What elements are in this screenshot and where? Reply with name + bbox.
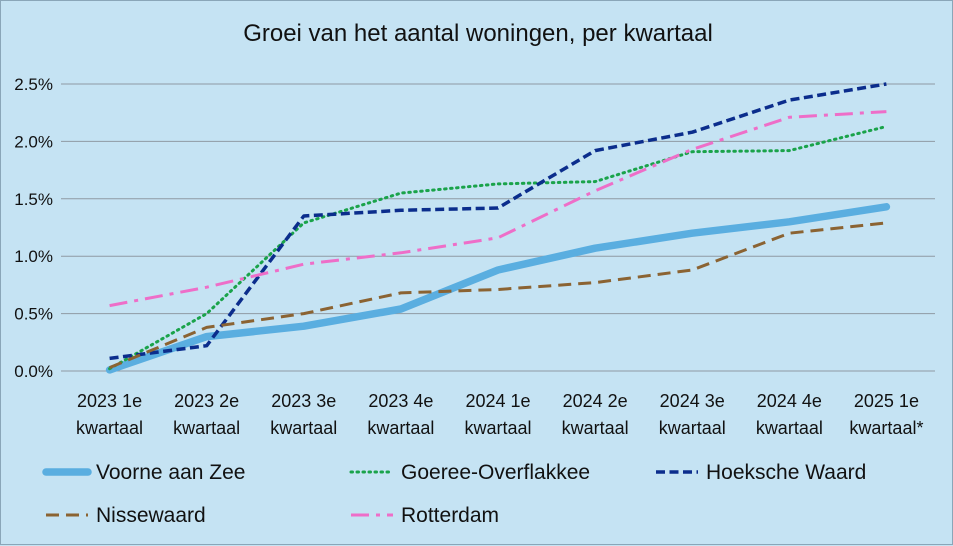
x-tick-label-line2: kwartaal*	[849, 418, 923, 438]
x-tick-label-line2: kwartaal	[464, 418, 531, 438]
series-line-0	[105, 203, 891, 374]
x-tick-label: 2025 1e	[854, 391, 919, 411]
series-line-3	[109, 221, 887, 369]
y-tick-label: 2.5%	[14, 75, 53, 94]
series-line-4	[109, 110, 887, 308]
legend-label: Hoeksche Waard	[706, 461, 866, 484]
x-tick-label-line2: kwartaal	[76, 418, 143, 438]
x-tick-label: 2024 3e	[660, 391, 725, 411]
y-tick-label: 0.0%	[14, 362, 53, 381]
x-tick-label-line2: kwartaal	[562, 418, 629, 438]
legend: Voorne aan Zee Goeree-Overflakkee Hoeksche…	[42, 461, 866, 527]
x-tick-label: 2023 1e	[77, 391, 142, 411]
chart-title: Groei van het aantal woningen, per kwart…	[243, 20, 713, 47]
y-axis-ticks: 0.0% 0.5% 1.0% 1.5% 2.0% 2.5%	[14, 75, 53, 381]
legend-label: Goeree-Overflakkee	[401, 461, 590, 484]
x-tick-label-line2: kwartaal	[173, 418, 240, 438]
x-tick-label: 2024 1e	[465, 391, 530, 411]
y-tick-label: 0.5%	[14, 305, 53, 324]
x-tick-label-line2: kwartaal	[659, 418, 726, 438]
x-tick-label-line2: kwartaal	[270, 418, 337, 438]
x-tick-label-line2: kwartaal	[367, 418, 434, 438]
y-tick-label: 1.5%	[14, 190, 53, 209]
x-axis-ticks: 2023 1e kwartaal 2023 2e kwartaal 2023 3e kwa…	[76, 391, 923, 438]
legend-label: Rotterdam	[401, 504, 499, 527]
x-tick-label: 2024 2e	[563, 391, 628, 411]
x-tick-label: 2023 3e	[271, 391, 336, 411]
x-tick-label-line2: kwartaal	[756, 418, 823, 438]
x-tick-label: 2023 4e	[368, 391, 433, 411]
y-tick-label: 2.0%	[14, 132, 53, 151]
y-tick-label: 1.0%	[14, 247, 53, 266]
series-lines	[105, 82, 891, 374]
legend-label: Nissewaard	[96, 504, 206, 527]
x-tick-label: 2023 2e	[174, 391, 239, 411]
series-line-2	[109, 82, 887, 361]
legend-label: Voorne aan Zee	[96, 461, 245, 484]
gridlines	[61, 83, 935, 372]
x-tick-label: 2024 4e	[757, 391, 822, 411]
series-line-1	[108, 125, 888, 371]
